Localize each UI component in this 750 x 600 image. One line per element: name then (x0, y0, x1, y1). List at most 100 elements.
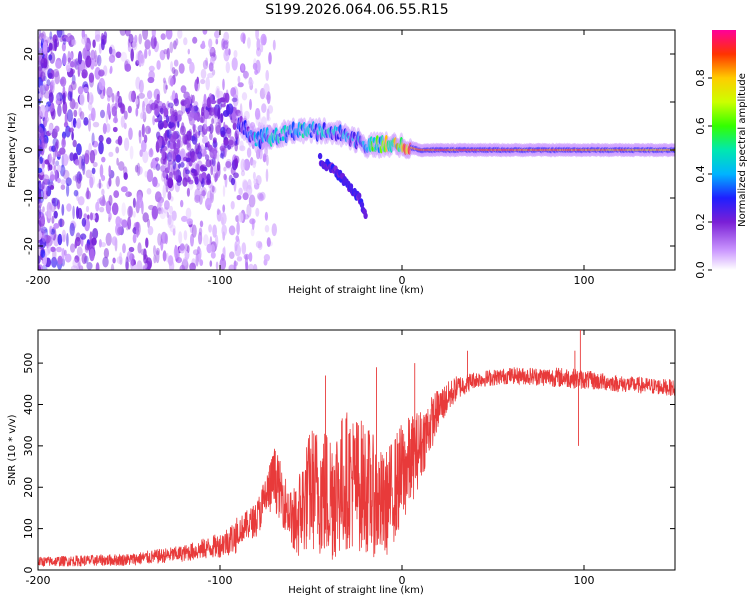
noise-blob (78, 173, 83, 182)
noise-blob (38, 266, 42, 270)
cluster-blob (176, 139, 181, 150)
noise-blob (55, 160, 60, 167)
snr-panel: -200 -100 0 100 0 100 200 300 400 500 Height of s… (7, 329, 676, 596)
noise-blob (92, 39, 96, 48)
cluster-blob (206, 173, 211, 184)
noise-blob (234, 241, 238, 252)
cluster-blob (214, 173, 218, 183)
cluster-blob (192, 123, 197, 131)
noise-blob (92, 161, 98, 168)
noise-blob (53, 68, 60, 78)
noise-blob (135, 227, 139, 238)
noise-blob (75, 232, 81, 242)
noise-blob (40, 57, 47, 69)
noise-blob (74, 159, 80, 166)
branch-mark (317, 152, 323, 160)
noise-blob (117, 95, 123, 108)
noise-blob (98, 69, 105, 77)
x-tick-label: 100 (574, 574, 595, 587)
noise-blob (167, 255, 174, 266)
noise-blob (108, 46, 113, 55)
noise-blob (49, 225, 52, 235)
cluster-blob (167, 177, 174, 189)
cluster-blob (213, 150, 217, 155)
noise-blob (162, 77, 166, 84)
cluster-blob (159, 107, 164, 115)
cluster-blob (208, 107, 215, 117)
noise-blob (64, 249, 67, 256)
colorbar-ticks: 0.0 0.2 0.4 0.6 0.8 (694, 69, 712, 279)
noise-blob (142, 111, 147, 123)
noise-blob (200, 68, 207, 79)
noise-blob (242, 70, 249, 79)
noise-blob (241, 92, 248, 101)
noise-blob (254, 108, 261, 120)
noise-blob (163, 80, 168, 94)
noise-blob (55, 93, 60, 106)
noise-blob (128, 246, 135, 253)
noise-blob (48, 181, 55, 189)
cluster-blob (168, 151, 176, 161)
noise-blob (201, 190, 206, 197)
cluster-blob (233, 155, 240, 165)
noise-blob (246, 203, 252, 218)
noise-blob (183, 37, 188, 46)
noise-blob (237, 75, 241, 84)
noise-blob (85, 169, 93, 179)
noise-blob (87, 214, 90, 220)
noise-blob (248, 252, 253, 262)
noise-blob (134, 34, 138, 44)
noise-blob (76, 117, 82, 129)
noise-blob (133, 211, 136, 218)
noise-blob (223, 166, 227, 172)
noise-blob (230, 200, 235, 210)
noise-blob (249, 218, 256, 225)
noise-blob (186, 218, 193, 225)
noise-blob (111, 92, 115, 103)
snr-ticks: -200 -100 0 100 0 100 200 300 400 500 (22, 330, 675, 587)
noise-blob (38, 167, 43, 173)
noise-blob (81, 154, 85, 166)
noise-blob (41, 230, 47, 243)
cluster-blob (154, 157, 160, 162)
noise-blob (202, 59, 209, 70)
colorbar-label: Normalized spectral amplitude (737, 73, 748, 227)
noise-blob (211, 69, 216, 76)
noise-blob (116, 256, 123, 264)
noise-blob (91, 167, 96, 175)
noise-blob (112, 117, 119, 124)
noise-blob (62, 101, 68, 115)
cluster-blob (228, 174, 233, 183)
noise-blob (40, 71, 46, 82)
noise-blob (255, 30, 259, 40)
noise-blob (166, 47, 170, 60)
noise-blob (146, 188, 152, 195)
noise-blob (120, 51, 127, 62)
cluster-blob (174, 115, 178, 122)
cluster-blob (162, 170, 168, 179)
noise-blob (271, 223, 277, 237)
noise-blob (167, 214, 172, 226)
cluster-blob (184, 97, 191, 109)
cluster-blob (205, 154, 210, 161)
noise-blob (144, 39, 151, 50)
noise-blob (127, 216, 132, 230)
cluster-blob (220, 112, 224, 124)
noise-blob (119, 30, 127, 36)
noise-blob (183, 230, 188, 241)
cluster-blob (176, 180, 182, 186)
noise-blob (144, 262, 148, 269)
cluster-blob (224, 92, 230, 104)
cluster-blob (211, 118, 215, 125)
noise-blob (187, 48, 190, 55)
noise-blob (77, 256, 81, 270)
cluster-blob (212, 137, 217, 144)
noise-blob (50, 79, 56, 86)
noise-blob (209, 244, 216, 254)
cluster-blob (227, 103, 234, 115)
noise-blob (236, 256, 243, 262)
noise-blob (122, 243, 126, 254)
noise-blob (248, 79, 254, 86)
cluster-blob (210, 99, 217, 105)
